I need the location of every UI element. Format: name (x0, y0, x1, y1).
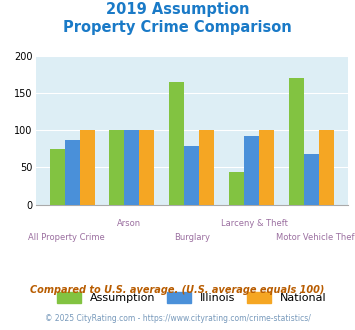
Text: Larceny & Theft: Larceny & Theft (221, 219, 288, 228)
Bar (259, 130, 274, 205)
Bar (80, 130, 94, 205)
Bar (319, 130, 334, 205)
Bar (50, 149, 65, 205)
Text: Compared to U.S. average. (U.S. average equals 100): Compared to U.S. average. (U.S. average … (30, 285, 325, 295)
Bar (289, 78, 304, 205)
Bar (244, 136, 259, 205)
Bar (169, 82, 184, 205)
Text: Arson: Arson (117, 219, 141, 228)
Text: All Property Crime: All Property Crime (28, 233, 105, 242)
Text: Burglary: Burglary (174, 233, 210, 242)
Bar (229, 172, 244, 205)
Text: © 2025 CityRating.com - https://www.cityrating.com/crime-statistics/: © 2025 CityRating.com - https://www.city… (45, 314, 310, 323)
Bar (184, 146, 199, 205)
Text: Motor Vehicle Theft: Motor Vehicle Theft (276, 233, 355, 242)
Text: Property Crime Comparison: Property Crime Comparison (63, 20, 292, 35)
Bar (199, 130, 214, 205)
Bar (140, 130, 154, 205)
Bar (65, 140, 80, 205)
Bar (109, 130, 125, 205)
Bar (125, 130, 140, 205)
Text: 2019 Assumption: 2019 Assumption (106, 2, 249, 16)
Legend: Assumption, Illinois, National: Assumption, Illinois, National (53, 287, 331, 308)
Bar (304, 154, 319, 205)
